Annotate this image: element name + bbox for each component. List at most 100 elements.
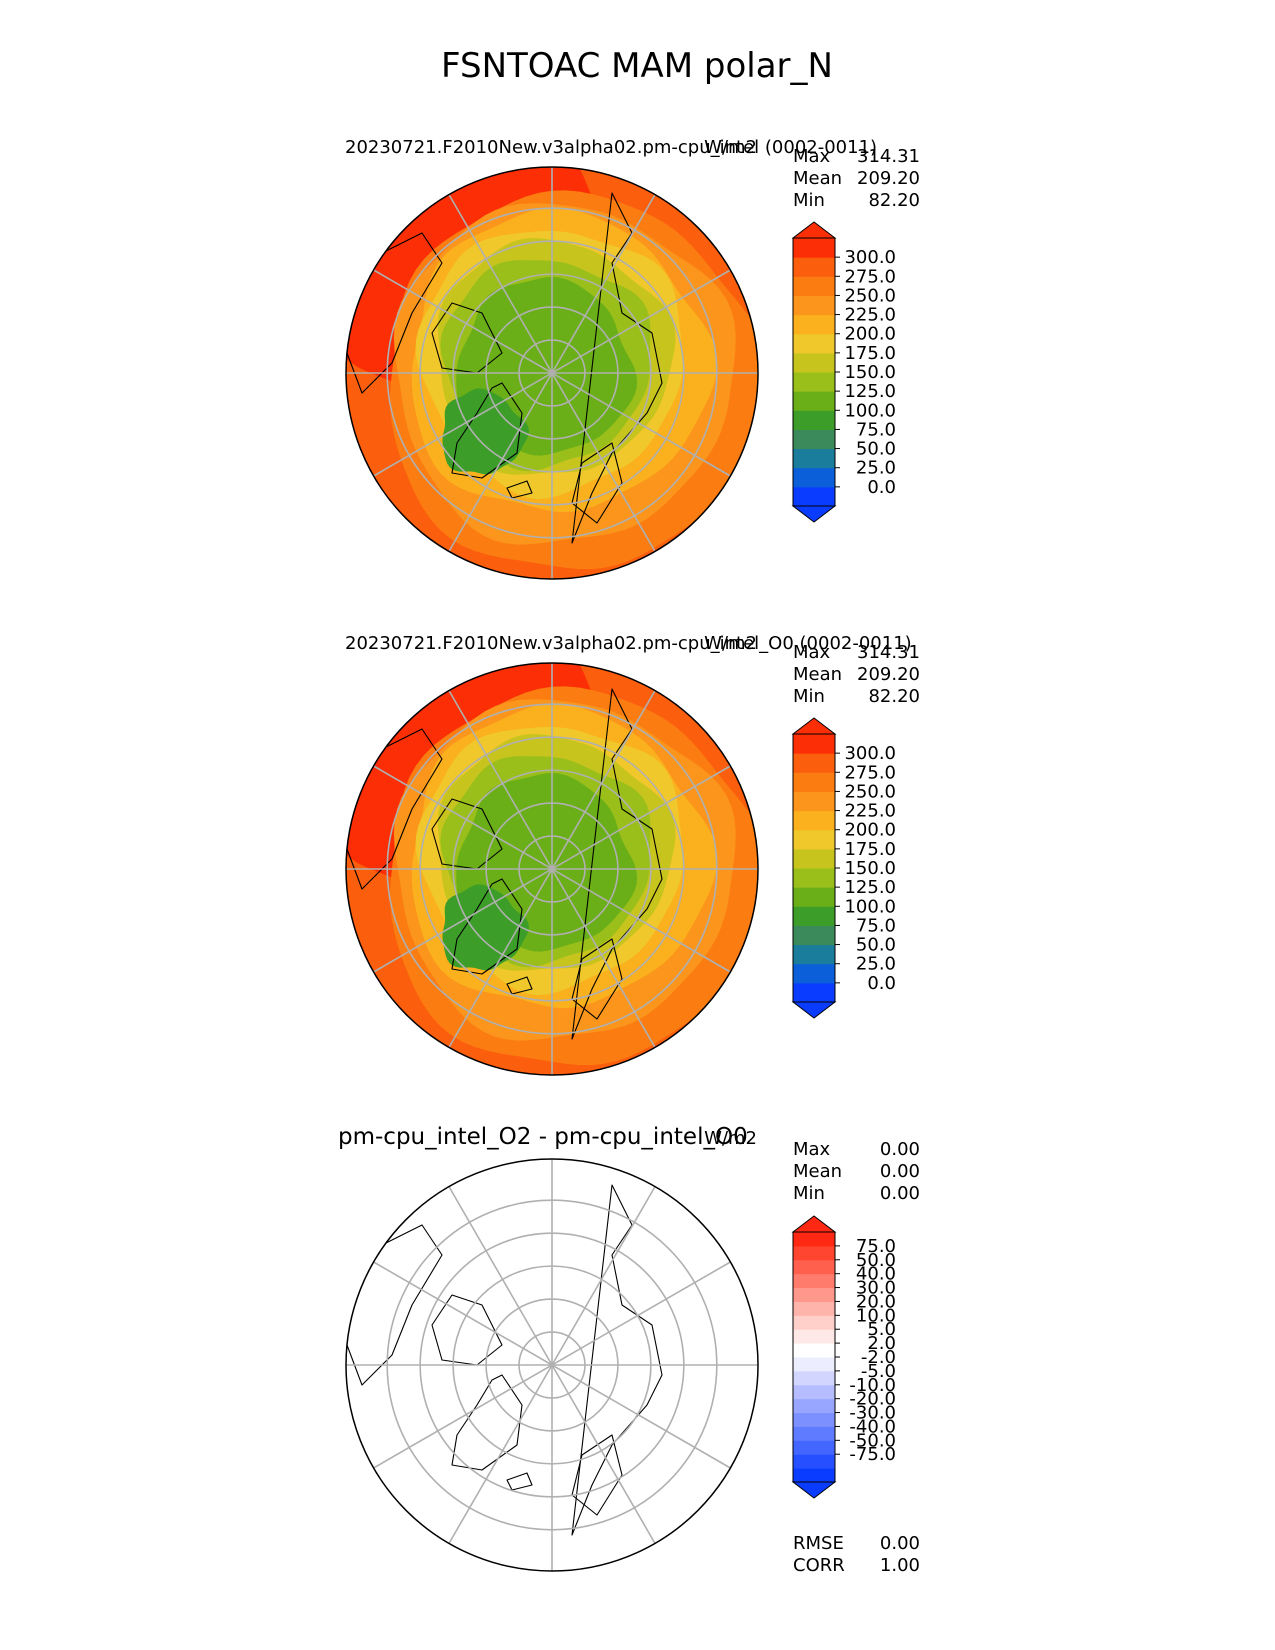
colorbar-tick-label: 225.0	[844, 305, 896, 326]
colorbar-tick-label: 150.0	[844, 858, 896, 879]
colorbar-segment	[793, 333, 835, 354]
colorbar-segment	[793, 1232, 835, 1247]
coastline	[571, 938, 623, 1020]
colorbar-tick-label: 150.0	[844, 362, 896, 383]
coastline	[346, 232, 443, 394]
colorbar-segment	[793, 448, 835, 469]
stats-block: Max 0.00 Mean 0.00 Min 0.00	[793, 1139, 920, 1204]
stat-value: 314.31	[857, 146, 920, 167]
colorbar-tick-label: 0.0	[867, 973, 896, 994]
coastline	[346, 1224, 443, 1386]
colorbar-tick-label: 225.0	[844, 801, 896, 822]
colorbar-tick-label: 300.0	[844, 247, 896, 268]
coastline	[571, 1434, 623, 1516]
colorbar-segment	[793, 429, 835, 450]
colorbar-segment	[793, 810, 835, 831]
colorbar-tick-label: 40.0	[856, 1264, 896, 1285]
panel-units: W/m2	[704, 1128, 757, 1149]
colorbar-extend-min	[791, 505, 837, 523]
colorbar: 300.0275.0250.0225.0200.0175.0150.0125.0…	[791, 221, 896, 523]
colorbar-extend-max	[791, 1215, 837, 1233]
colorbar-segment	[793, 238, 835, 258]
coastline	[506, 480, 533, 499]
colorbar-tick-label: 30.0	[856, 1278, 896, 1299]
colorbar-tick-label: 10.0	[856, 1305, 896, 1326]
panel-reference: 20230721.F2010New.v3alpha02.pm-cpu_intel…	[345, 633, 920, 1076]
coastline	[431, 798, 503, 870]
stat-value: 209.20	[857, 168, 920, 189]
colorbar-tick-label: 200.0	[844, 820, 896, 841]
colorbar-tick-label: 175.0	[844, 343, 896, 364]
colorbar-segment	[793, 410, 835, 430]
colorbar-tick-label: -10.0	[849, 1375, 896, 1396]
colorbar-tick-label: 25.0	[856, 954, 896, 975]
colorbar-tick-label: 175.0	[844, 839, 896, 860]
metric-value: 0.00	[880, 1533, 920, 1554]
metric-label: RMSE	[793, 1533, 844, 1554]
colorbar-tick-label: 2.0	[867, 1333, 896, 1354]
colorbar-tick-label: 100.0	[844, 400, 896, 421]
colorbar-segment	[793, 295, 835, 316]
panel-title: 20230721.F2010New.v3alpha02.pm-cpu_intel…	[345, 633, 912, 654]
colorbar-segment	[793, 1315, 835, 1330]
colorbar-tick-label: 250.0	[844, 781, 896, 802]
stats-block: Max 314.31 Mean 209.20 Min 82.20	[793, 642, 920, 707]
map-fill	[346, 663, 758, 1075]
figure-title: FSNTOAC MAM polar_N	[441, 46, 833, 86]
colorbar-tick-label: 75.0	[856, 1236, 896, 1257]
graticule	[346, 663, 758, 1075]
colorbar-segment	[793, 1440, 835, 1455]
colorbar-segment	[793, 753, 835, 773]
colorbar-segment	[793, 486, 835, 507]
coastline	[431, 1294, 503, 1366]
stat-value: 82.20	[868, 190, 920, 211]
colorbar-tick-label: 5.0	[867, 1319, 896, 1340]
stat-label: Min	[793, 686, 825, 707]
colorbar-segment	[793, 467, 835, 488]
colorbar-tick-label: 300.0	[844, 743, 896, 764]
colorbar-segment	[793, 257, 835, 277]
colorbar-segment	[793, 352, 835, 373]
metric-value: 1.00	[880, 1555, 920, 1576]
colorbar-tick-label: 200.0	[844, 324, 896, 345]
colorbar-segment	[793, 734, 835, 754]
colorbar-segment	[793, 1370, 835, 1386]
map-border	[345, 662, 759, 1076]
coastline	[571, 192, 663, 544]
colorbar-tick-label: 75.0	[856, 419, 896, 440]
colorbar-tick-label: 0.0	[867, 477, 896, 498]
panel-title: pm-cpu_intel_O2 - pm-cpu_intel_O0	[338, 1124, 748, 1150]
colorbar-tick-label: 50.0	[856, 935, 896, 956]
stat-label: Mean	[793, 168, 842, 189]
stat-value: 0.00	[880, 1183, 920, 1204]
colorbar-tick-label: 50.0	[856, 1250, 896, 1271]
coastline	[506, 976, 533, 995]
panel-difference: pm-cpu_intel_O2 - pm-cpu_intel_O0 W/m2 M…	[338, 1124, 920, 1576]
colorbar-segment	[793, 944, 835, 965]
graticule	[346, 1159, 758, 1571]
panel-test: 20230721.F2010New.v3alpha02.pm-cpu_intel…	[345, 137, 920, 580]
colorbar-segment	[793, 791, 835, 812]
polar-map	[345, 662, 759, 1076]
stat-value: 0.00	[880, 1161, 920, 1182]
panel-units: W/m2	[704, 137, 757, 158]
colorbar-extend-min	[791, 1001, 837, 1019]
colorbar-segment	[793, 1384, 835, 1400]
stats-block: Max 314.31 Mean 209.20 Min 82.20	[793, 146, 920, 211]
colorbar-segment	[793, 1454, 835, 1469]
coastline	[431, 302, 503, 374]
colorbar-segment	[793, 772, 835, 792]
colorbar-tick-label: 275.0	[844, 762, 896, 783]
colorbar: 75.050.040.030.020.010.05.02.0-2.0-5.0-1…	[791, 1215, 896, 1499]
stat-label: Mean	[793, 1161, 842, 1182]
stat-label: Min	[793, 1183, 825, 1204]
colorbar-tick-label: 250.0	[844, 285, 896, 306]
colorbar: 300.0275.0250.0225.0200.0175.0150.0125.0…	[791, 717, 896, 1019]
polar-map	[345, 166, 759, 580]
coastline	[571, 442, 623, 524]
colorbar-segment	[793, 868, 835, 888]
coastline	[571, 688, 663, 1040]
colorbar-segment	[793, 1426, 835, 1441]
coastline	[506, 1472, 533, 1491]
